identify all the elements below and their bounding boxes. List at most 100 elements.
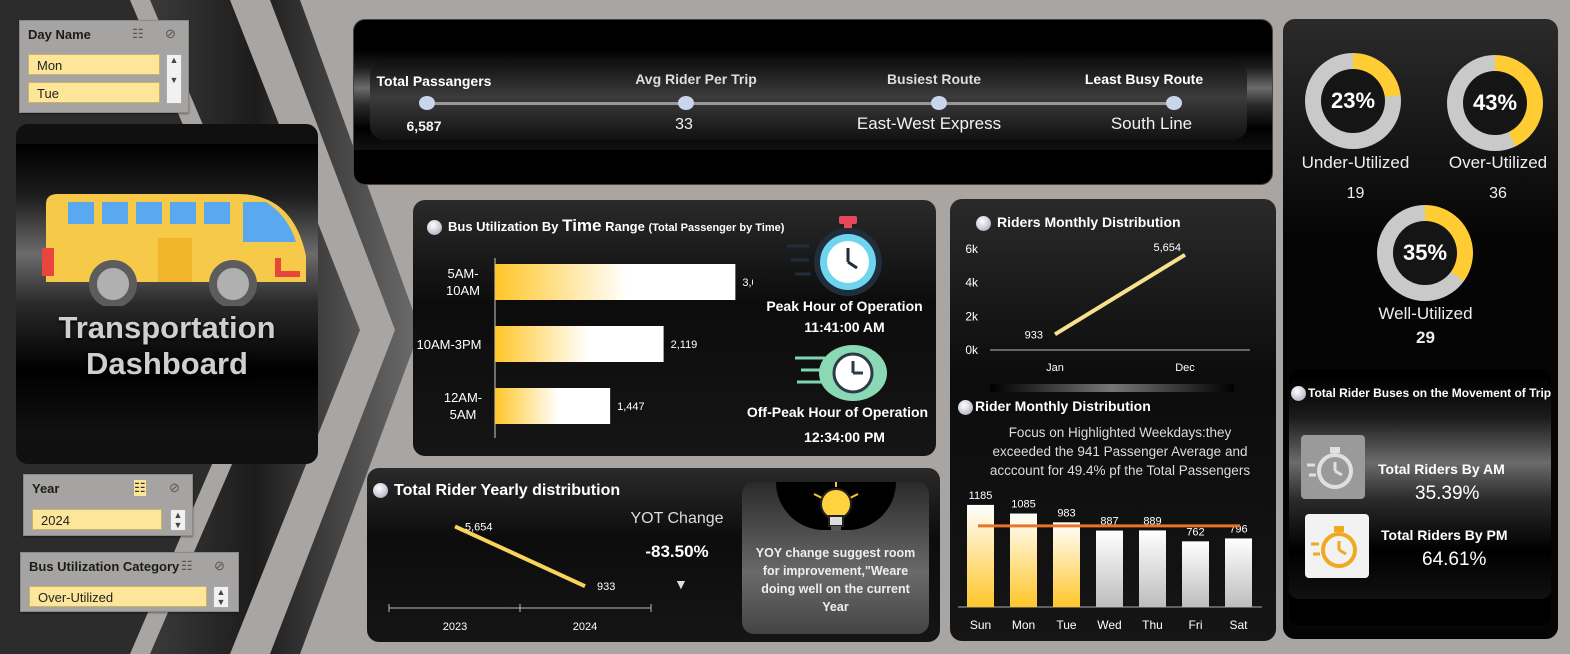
category-label: 10AM-3PM (416, 337, 481, 352)
bar (495, 388, 611, 424)
bar (1139, 530, 1166, 607)
tip-card: YOY change suggest room for improvement,… (742, 482, 929, 634)
tip-text: YOY change suggest room for improvement,… (755, 546, 916, 614)
yearly-line-chart: 5,654 933 2023 2024 (388, 521, 652, 633)
under-utilized-label: Under-Utilized (1301, 153, 1410, 172)
bar (1225, 538, 1252, 607)
slicer-scrollbar[interactable]: ▲ ▼ (170, 509, 186, 531)
yearly-panel: Total Rider Yearly distribution 5,654 933… (367, 468, 940, 642)
data-label: 1185 (969, 490, 993, 502)
time-range-chart: 5AM- 10AM 3,021 10AM-3PM 2,119 12AM- 5AM 1,447 (416, 258, 753, 438)
bar (495, 326, 664, 362)
well-utilized-count: 29 (1416, 328, 1435, 347)
data-label: 983 (1057, 507, 1075, 519)
donut-value: 35% (1393, 221, 1457, 285)
multi-select-icon[interactable]: ☷ (181, 558, 193, 573)
data-label: 1,447 (617, 401, 645, 413)
over-utilized-label: Over-Utilized (1448, 153, 1548, 172)
clear-filter-icon[interactable]: ⊘ (214, 558, 225, 573)
bus-icon (42, 194, 306, 306)
day-name-slicer: Day Name ☷ ⊘ Mon Tue ▲ ▼ (19, 20, 189, 113)
kpi-dot (931, 96, 947, 110)
brand-panel: Transportation Dashboard (16, 124, 318, 464)
data-label: 762 (1186, 526, 1204, 538)
multi-select-icon[interactable]: ☷ (132, 26, 144, 41)
data-label: 1085 (1011, 499, 1035, 511)
x-tick-label: 2023 (443, 621, 467, 633)
radio-icon[interactable] (427, 220, 442, 236)
brand-band (16, 144, 318, 434)
kpi-avg-label: Avg Rider Per Trip (635, 71, 757, 87)
kpi-busiest-label: Busiest Route (886, 71, 982, 87)
x-tick-label: Dec (1175, 362, 1195, 374)
multi-select-icon[interactable]: ☷ (134, 480, 146, 496)
data-label: 933 (597, 581, 615, 593)
x-tick-label: Tue (1056, 618, 1077, 632)
over-utilized-donut: 43% (1447, 55, 1543, 151)
x-tick-label: Sun (970, 618, 991, 632)
slicer-item-tue[interactable]: Tue (28, 82, 160, 103)
yearly-title: Total Rider Yearly distribution (373, 482, 620, 500)
radio-icon[interactable] (958, 399, 973, 415)
data-label: 5,654 (465, 521, 493, 533)
y-tick-label: 4k (965, 276, 979, 290)
dashboard-title-line1: Transportation (58, 310, 276, 345)
bar (1096, 530, 1123, 607)
x-tick-label: Wed (1097, 618, 1121, 632)
off-peak-hour-value: 12:34:00 PM (804, 429, 885, 445)
category-label: 5AM (450, 407, 477, 422)
monthly-title: Riders Monthly Distribution (976, 214, 1181, 231)
radio-icon[interactable] (373, 483, 388, 499)
pm-riders-value: 64.61% (1422, 549, 1487, 570)
day-slicer-title: Day Name (28, 27, 91, 42)
donut-value: 43% (1463, 71, 1527, 135)
kpi-track (370, 62, 1247, 140)
category-label: 12AM- (444, 390, 482, 405)
stopwatch-icon (787, 216, 882, 296)
yot-label: YOT Change (630, 510, 724, 527)
radio-icon[interactable] (1291, 386, 1306, 402)
slicer-scrollbar[interactable]: ▲ ▼ (213, 586, 229, 608)
slicer-scrollbar[interactable]: ▲ ▼ (166, 54, 182, 104)
data-label: 933 (1025, 329, 1043, 341)
bar (967, 504, 994, 607)
pm-stopwatch-button[interactable] (1305, 514, 1369, 578)
panel-divider (990, 384, 1234, 392)
year-slicer-title: Year (32, 481, 60, 496)
well-utilized-donut: 35% (1377, 205, 1473, 301)
donut-value: 23% (1321, 69, 1385, 133)
bar (1010, 513, 1037, 607)
bar (1053, 522, 1080, 607)
y-tick-label: 2k (965, 309, 979, 323)
under-utilized-donut: 23% (1305, 53, 1401, 149)
movement-card: Total Rider Buses on the Movement of Tri… (1289, 369, 1551, 625)
bar (495, 264, 736, 300)
slicer-item-over-utilized[interactable]: Over-Utilized (29, 586, 207, 607)
slicer-item-2024[interactable]: 2024 (32, 509, 162, 530)
peak-hour-label: Peak Hour of Operation (766, 298, 923, 314)
radio-icon[interactable] (976, 215, 991, 231)
data-label: 2,119 (671, 339, 698, 351)
util-slicer-title: Bus Utilization Category (29, 559, 180, 574)
series-line (1053, 253, 1187, 337)
time-range-title: Bus Utilization By Time Range (Total Pas… (427, 216, 784, 236)
kpi-total-value: 6,587 (406, 118, 442, 134)
clear-filter-icon[interactable]: ⊘ (169, 480, 180, 495)
data-label: 5,654 (1153, 242, 1181, 254)
off-peak-hour-label: Off-Peak Hour of Operation (746, 404, 929, 420)
kpi-line (426, 102, 1176, 105)
am-stopwatch-button[interactable] (1301, 435, 1365, 499)
x-tick-label: Thu (1142, 618, 1163, 632)
utilization-panel: 23% Under-Utilized 19 43% Over-Utilized … (1283, 19, 1558, 639)
time-range-panel: Bus Utilization By Time Range (Total Pas… (413, 200, 936, 456)
kpi-dot (678, 96, 694, 110)
x-tick-label: Fri (1189, 618, 1203, 632)
x-tick-label: 2024 (573, 621, 597, 633)
kpi-banner: Total Passangers 6,587 Avg Rider Per Tri… (353, 19, 1273, 185)
kpi-least-label: Least Busy Route (1084, 71, 1204, 87)
slicer-item-mon[interactable]: Mon (28, 54, 160, 75)
x-tick-label: Jan (1046, 362, 1064, 374)
lightbulb-icon (813, 482, 859, 531)
monthly-line-chart: 0k 2k 4k 6k Jan Dec 933 5,654 (965, 242, 1250, 374)
clear-filter-icon[interactable]: ⊘ (165, 26, 176, 41)
